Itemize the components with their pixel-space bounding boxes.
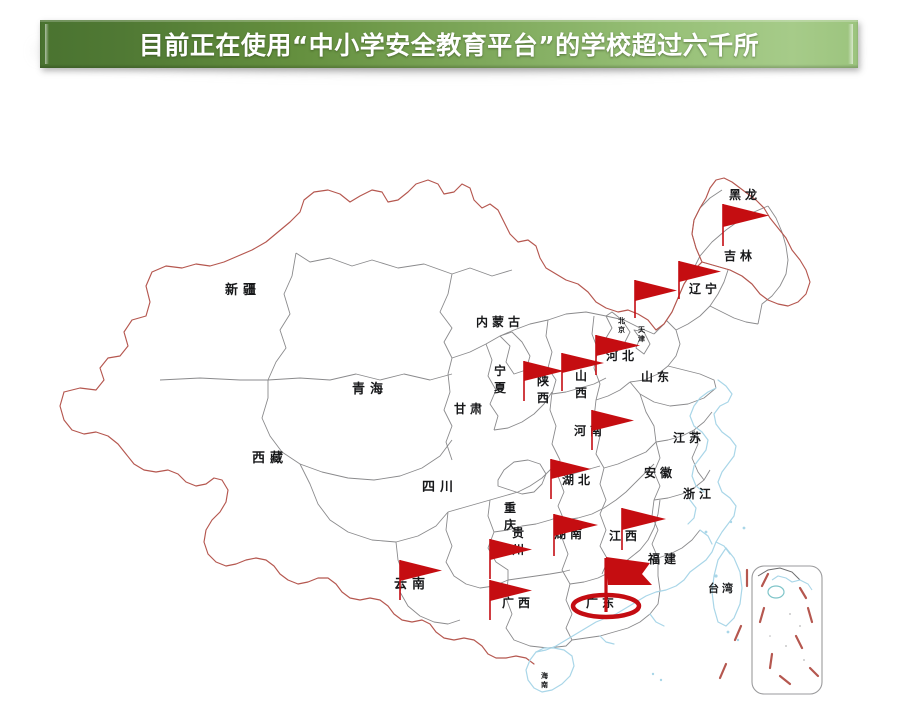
- province-label-jilin: 吉林: [724, 248, 756, 263]
- flag-jiangxi: [621, 508, 666, 550]
- province-label-neimenggu: 内蒙古: [476, 314, 524, 329]
- flag-cloth: [524, 361, 564, 381]
- province-label-shandong: 山东: [641, 369, 673, 384]
- province-label-zhejiang: 浙江: [683, 486, 715, 501]
- svg-text:山: 山: [575, 368, 591, 383]
- province-label-shanxi-sh: 山西: [575, 368, 591, 400]
- taiwan-island: [711, 546, 743, 627]
- banner-body: 目前正在使用“中小学安全教育平台”的学校超过六千所: [40, 20, 858, 68]
- province-label-guangxi: 广西: [502, 595, 534, 610]
- flag-cloth: [490, 539, 532, 560]
- province-label-heilongjiang: 黑龙: [729, 187, 761, 202]
- flag-cloth: [592, 410, 634, 431]
- svg-text:宁: 宁: [494, 363, 510, 378]
- province-label-gansu: 甘肃: [454, 401, 486, 416]
- china-map-svg: 新疆青海西藏甘肃内蒙古四川云南山东江苏安徽浙江湖北湖南江西福建广西广东贵州重庆陕…: [59, 177, 823, 695]
- flag-cloth: [554, 514, 598, 536]
- flag-cloth: [562, 353, 604, 373]
- province-label-xinjiang: 新疆: [225, 282, 261, 298]
- south-china-sea-inset: [718, 565, 823, 695]
- province-label-tianjin: 天津: [638, 325, 646, 343]
- province-label-sichuan: 四川: [422, 480, 458, 495]
- flag-cloth: [490, 580, 532, 601]
- province-label-jiangxi: 江西: [609, 528, 641, 543]
- svg-text:北: 北: [618, 316, 626, 325]
- province-label-qinghai: 青海: [352, 381, 388, 397]
- highlight-flag-cloth: [606, 557, 652, 585]
- svg-text:津: 津: [638, 334, 646, 343]
- flag-liaoning: [634, 280, 677, 318]
- province-label-beijing: 北京: [618, 316, 626, 334]
- flag-cloth: [635, 280, 677, 301]
- inset-dashes: [718, 568, 820, 686]
- flag-henan: [591, 410, 634, 450]
- province-label-taiwan: 台湾: [708, 581, 736, 595]
- province-boundaries: [159, 189, 789, 649]
- svg-text:海: 海: [541, 671, 549, 680]
- flag-heilongjiang: [722, 204, 769, 246]
- province-label-fujian: 福建: [647, 551, 680, 566]
- province-label-xizang: 西藏: [252, 450, 288, 466]
- title-banner: 目前正在使用“中小学安全教育平台”的学校超过六千所: [32, 20, 858, 76]
- province-label-chongqing: 重庆: [503, 500, 520, 532]
- flag-yunnan: [399, 560, 442, 600]
- province-labels: 新疆青海西藏甘肃内蒙古四川云南山东江苏安徽浙江湖北湖南江西福建广西广东贵州重庆陕…: [225, 187, 761, 689]
- national-border: [59, 177, 811, 665]
- flag-cloth: [400, 560, 442, 581]
- province-label-liaoning: 辽宁: [689, 281, 721, 296]
- province-label-hubei: 湖北: [562, 472, 594, 487]
- svg-text:贵: 贵: [512, 525, 528, 540]
- province-label-ningxia: 宁夏: [494, 363, 510, 395]
- flag-cloth: [551, 459, 591, 479]
- flag-guangdong-highlight: [570, 557, 652, 620]
- svg-text:京: 京: [618, 325, 626, 334]
- flag-guangxi: [489, 580, 532, 620]
- page-title: 目前正在使用“中小学安全教育平台”的学校超过六千所: [138, 31, 760, 60]
- province-label-shanxi-sx: 陕西: [537, 373, 553, 405]
- flag-cloth: [622, 508, 666, 530]
- flag-guizhou: [489, 539, 532, 579]
- svg-text:夏: 夏: [494, 381, 510, 395]
- flag-shanxi-sh: [561, 353, 604, 391]
- flag-cloth: [679, 261, 721, 282]
- guangdong-highlight-marker: [570, 557, 652, 620]
- flag-shaanxi: [523, 361, 564, 401]
- svg-text:庆: 庆: [503, 517, 520, 532]
- flag-jilin: [678, 261, 721, 299]
- province-label-hainan: 海南: [541, 671, 549, 689]
- svg-text:重: 重: [504, 500, 520, 515]
- svg-text:西: 西: [537, 391, 553, 405]
- flag-cloth: [596, 335, 640, 356]
- flag-cloth: [723, 204, 769, 227]
- flag-hunan: [553, 514, 598, 556]
- svg-text:西: 西: [575, 386, 591, 400]
- flag-markers: [399, 204, 769, 620]
- coastline: [525, 379, 737, 693]
- svg-text:南: 南: [541, 680, 549, 689]
- province-label-jiangsu: 江苏: [673, 430, 705, 445]
- map-container: 新疆青海西藏甘肃内蒙古四川云南山东江苏安徽浙江湖北湖南江西福建广西广东贵州重庆陕…: [0, 80, 898, 709]
- province-label-anhui: 安徽: [644, 465, 676, 480]
- flag-hubei: [550, 459, 591, 499]
- flag-hebei: [595, 335, 640, 375]
- sea-islets: [651, 520, 746, 682]
- svg-text:天: 天: [638, 325, 646, 334]
